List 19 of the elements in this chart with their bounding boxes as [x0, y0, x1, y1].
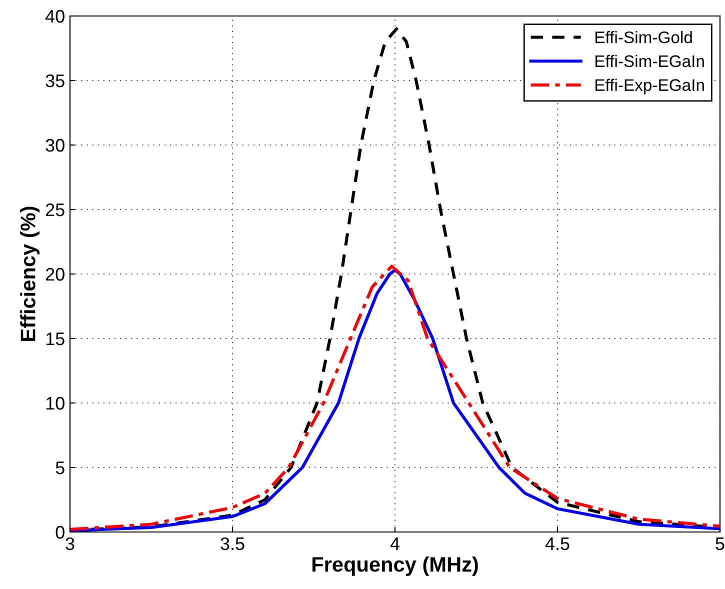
y-tick-label: 40: [45, 10, 64, 23]
x-tick-label: 4.5: [545, 538, 570, 550]
x-tick-label: 4: [390, 538, 400, 550]
y-tick-label: 0: [56, 526, 64, 539]
x-tick-label: 5: [716, 538, 724, 550]
y-tick-label: 30: [46, 138, 64, 152]
y-axis-title: Efficiency (%): [20, 206, 40, 341]
x-axis-title: Frequency (MHz): [312, 556, 478, 576]
y-tick-label: 15: [46, 332, 64, 346]
y-tick-label: 25: [46, 203, 64, 216]
x-tick-label: 3: [66, 537, 74, 550]
y-tick-label: 20: [46, 268, 64, 281]
y-tick-label: 10: [46, 396, 64, 410]
x-tick-label: 3.5: [220, 537, 244, 550]
y-tick-label: 5: [56, 462, 64, 474]
legend-label: Effi-Sim-Gold: [596, 31, 692, 44]
legend-label: Effi-Exp-EGaIn: [596, 78, 704, 94]
y-tick-label: 35: [46, 74, 64, 88]
legend-label: Effi-Sim-EGaIn: [596, 54, 704, 68]
